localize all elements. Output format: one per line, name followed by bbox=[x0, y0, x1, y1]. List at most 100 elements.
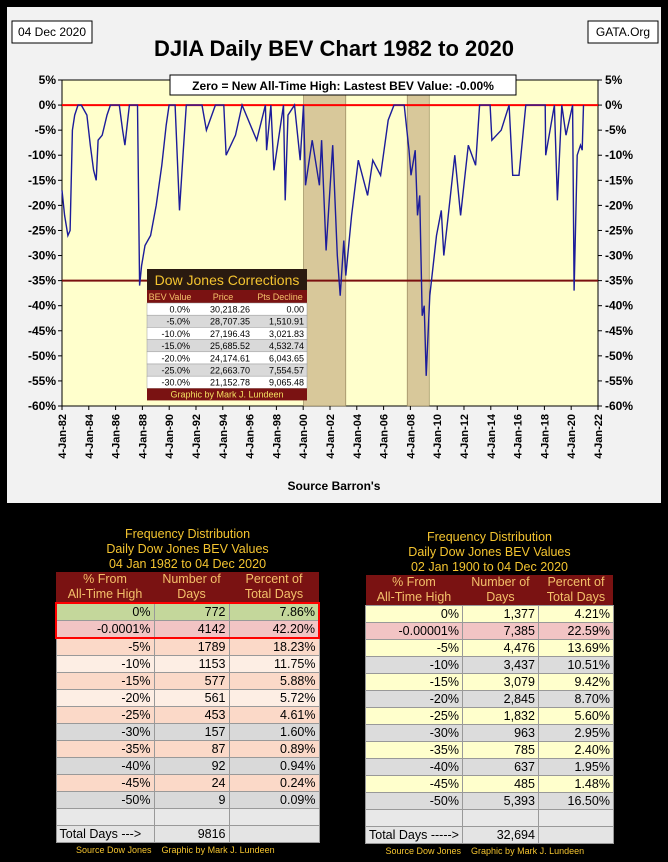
y2-tick-label: -20% bbox=[605, 198, 633, 212]
x-tick-label: 4-Jan-08 bbox=[405, 414, 417, 459]
table-cell: -10% bbox=[365, 656, 463, 674]
column-header: Total Days bbox=[229, 587, 319, 603]
table-row: -35% 87 0.89% bbox=[55, 740, 320, 758]
inset-footer-bg bbox=[147, 388, 307, 401]
table-cell: 561 bbox=[153, 689, 230, 707]
frequency-table: Frequency Distribution Daily Dow Jones BE… bbox=[365, 530, 614, 859]
x-tick-label: 4-Jan-02 bbox=[325, 414, 337, 459]
y2-tick-label: -60% bbox=[605, 399, 633, 413]
table-row: -50% 5,393 16.50% bbox=[365, 792, 614, 810]
x-axis-label: Source Barron's bbox=[288, 479, 381, 493]
frequency-table: Frequency Distribution Daily Dow Jones BE… bbox=[55, 527, 320, 858]
table-cell: 42.20% bbox=[228, 620, 320, 639]
table-row: -5% 4,476 13.69% bbox=[365, 639, 614, 657]
table-row: -25% 1,832 5.60% bbox=[365, 707, 614, 725]
y-tick-label: 0% bbox=[39, 98, 57, 112]
y-tick-label: -10% bbox=[28, 148, 56, 162]
table-cell: 963 bbox=[461, 724, 539, 742]
table-cell: 0.09% bbox=[228, 791, 320, 809]
x-tick-label: 4-Jan-84 bbox=[84, 413, 96, 459]
table-cell: -0.00001% bbox=[365, 622, 463, 640]
footer-row: Source Dow Jones Graphic by Mark J. Lunde… bbox=[56, 842, 319, 858]
footer: Source Dow Jones Graphic by Mark J. Lunde… bbox=[365, 843, 614, 859]
x-tick-label: 4-Jan-22 bbox=[593, 414, 605, 459]
x-tick-label: 4-Jan-90 bbox=[164, 414, 176, 459]
table-cell: -15% bbox=[365, 673, 463, 691]
x-tick-label: 4-Jan-10 bbox=[432, 414, 444, 459]
footer: Source Dow Jones Graphic by Mark J. Lunde… bbox=[56, 842, 319, 858]
blank-row bbox=[365, 809, 614, 827]
footer-text: Source Dow Jones bbox=[385, 846, 462, 856]
column-header: Percent of bbox=[229, 572, 319, 587]
y2-tick-label: 5% bbox=[605, 73, 623, 87]
blank-row bbox=[55, 808, 320, 826]
table-cell: -50% bbox=[55, 791, 155, 809]
table-title: Frequency Distribution bbox=[365, 530, 614, 545]
table-row: -35% 785 2.40% bbox=[365, 741, 614, 759]
table-cell: -45% bbox=[365, 775, 463, 793]
inset-header: BEV Value bbox=[149, 292, 192, 302]
table-cell: 1.60% bbox=[228, 723, 320, 741]
table-row: 0% 772 7.86% bbox=[55, 602, 320, 621]
chart: 04 Dec 2020 GATA.Org DJIA Daily BEV Char… bbox=[7, 7, 661, 503]
table-row: -15% 577 5.88% bbox=[55, 672, 320, 690]
inset-cell: 21,152.78 bbox=[210, 378, 250, 388]
table-row: -10% 1153 11.75% bbox=[55, 655, 320, 673]
blank-cell bbox=[153, 808, 230, 826]
chart-title: DJIA Daily BEV Chart 1982 to 2020 bbox=[154, 36, 514, 61]
y2-tick-label: -45% bbox=[605, 324, 633, 338]
blank-cell bbox=[365, 809, 463, 827]
inset-cell: -15.0% bbox=[161, 341, 190, 351]
table-title: 04 Jan 1982 to 04 Dec 2020 bbox=[56, 557, 319, 572]
title-row: 02 Jan 1900 to 04 Dec 2020 bbox=[365, 560, 614, 575]
table-row: -45% 485 1.48% bbox=[365, 775, 614, 793]
table-cell: 87 bbox=[153, 740, 230, 758]
total-label: Total Days -----> bbox=[365, 826, 463, 844]
inset-cell: -5.0% bbox=[166, 317, 190, 327]
table-row: 0% 1,377 4.21% bbox=[365, 605, 614, 623]
inset-cell: 6,043.65 bbox=[269, 353, 304, 363]
inset-header: Price bbox=[213, 292, 234, 302]
table-cell: -5% bbox=[55, 637, 155, 656]
table-cell: 0% bbox=[365, 605, 463, 623]
inset-cell: 30,218.26 bbox=[210, 305, 250, 315]
y2-tick-label: -40% bbox=[605, 299, 633, 313]
table-cell: 2,845 bbox=[461, 690, 539, 708]
table-cell: 3,079 bbox=[461, 673, 539, 691]
title-row: Daily Dow Jones BEV Values bbox=[56, 542, 319, 557]
table-cell: 11.75% bbox=[228, 655, 320, 673]
inset-table: Dow Jones Corrections BEV Value Price Pts D… bbox=[146, 269, 308, 401]
table-row: -0.0001% 4142 42.20% bbox=[55, 620, 320, 639]
inset-header: Pts Decline bbox=[257, 292, 303, 302]
title-row: 04 Jan 1982 to 04 Dec 2020 bbox=[56, 557, 319, 572]
column-header: All-Time High bbox=[365, 590, 463, 606]
table-cell: 13.69% bbox=[537, 639, 614, 657]
table-cell: 637 bbox=[461, 758, 539, 776]
table-cell: 1789 bbox=[153, 637, 230, 656]
table-cell: -30% bbox=[365, 724, 463, 742]
total-row: Total Days ---> 9816 bbox=[55, 825, 320, 843]
table-cell: 157 bbox=[153, 723, 230, 741]
total-empty bbox=[537, 826, 614, 844]
y-tick-label: -45% bbox=[28, 324, 56, 338]
table-cell: 0.24% bbox=[228, 774, 320, 792]
total-empty bbox=[228, 825, 320, 843]
table-cell: 7,385 bbox=[461, 622, 539, 640]
x-tick-label: 4-Jan-06 bbox=[379, 414, 391, 459]
table-row: -30% 963 2.95% bbox=[365, 724, 614, 742]
y2-tick-label: -25% bbox=[605, 223, 633, 237]
table-cell: 1,832 bbox=[461, 707, 539, 725]
table-cell: 9 bbox=[153, 791, 230, 809]
table-row: -10% 3,437 10.51% bbox=[365, 656, 614, 674]
inset-cell: 27,196.43 bbox=[210, 329, 250, 339]
table-cell: 1153 bbox=[153, 655, 230, 673]
x-tick-label: 4-Jan-14 bbox=[486, 413, 498, 459]
table-cell: 5.60% bbox=[537, 707, 614, 725]
inset-cell: 22,663.70 bbox=[210, 366, 250, 376]
table-row: -30% 157 1.60% bbox=[55, 723, 320, 741]
inset-footer: Graphic by Mark J. Lundeen bbox=[170, 389, 283, 399]
column-header: Number of bbox=[154, 572, 229, 587]
table-cell: 24 bbox=[153, 774, 230, 792]
inset-cell: 0.00 bbox=[286, 305, 304, 315]
table-cell: 2.40% bbox=[537, 741, 614, 759]
